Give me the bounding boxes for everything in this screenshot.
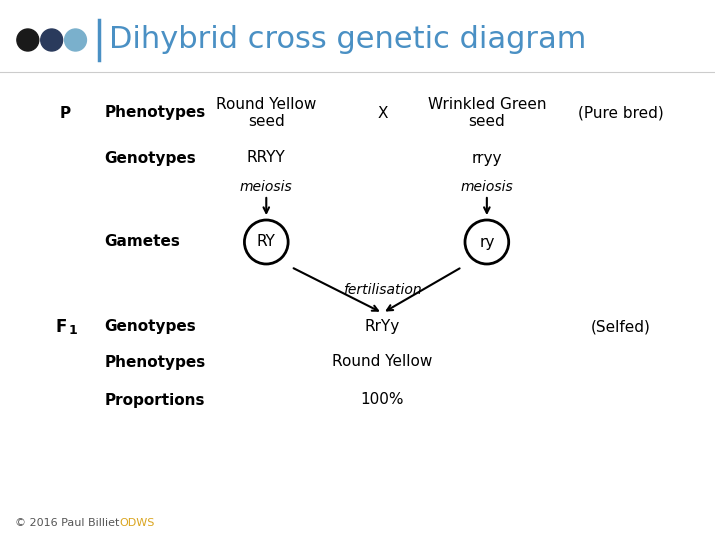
Text: (Selfed): (Selfed) xyxy=(591,320,651,334)
Text: P: P xyxy=(60,105,71,120)
Text: X: X xyxy=(377,105,388,120)
Text: Phenotypes: Phenotypes xyxy=(104,354,206,369)
Text: 1: 1 xyxy=(68,325,77,338)
Text: ry: ry xyxy=(480,234,495,249)
Text: Genotypes: Genotypes xyxy=(104,151,196,165)
Circle shape xyxy=(65,29,86,51)
Text: rryy: rryy xyxy=(472,151,502,165)
Text: Proportions: Proportions xyxy=(104,393,204,408)
Circle shape xyxy=(41,29,63,51)
Text: fertilisation: fertilisation xyxy=(343,283,422,297)
Text: Genotypes: Genotypes xyxy=(104,320,196,334)
Text: RRYY: RRYY xyxy=(247,151,286,165)
Circle shape xyxy=(17,29,39,51)
Text: Wrinkled Green
seed: Wrinkled Green seed xyxy=(428,97,546,129)
Text: RY: RY xyxy=(257,234,276,249)
Text: Round Yellow
seed: Round Yellow seed xyxy=(216,97,317,129)
Text: 100%: 100% xyxy=(361,393,404,408)
Text: meiosis: meiosis xyxy=(461,180,513,194)
Text: RrYy: RrYy xyxy=(365,320,400,334)
Text: ODWS: ODWS xyxy=(120,518,155,528)
Text: Phenotypes: Phenotypes xyxy=(104,105,206,120)
Text: Dihybrid cross genetic diagram: Dihybrid cross genetic diagram xyxy=(109,25,587,55)
Text: F: F xyxy=(55,318,67,336)
Text: (Pure bred): (Pure bred) xyxy=(578,105,664,120)
Text: Round Yellow: Round Yellow xyxy=(333,354,433,369)
Text: Gametes: Gametes xyxy=(104,234,180,249)
Text: © 2016 Paul Billiet: © 2016 Paul Billiet xyxy=(15,518,123,528)
Text: meiosis: meiosis xyxy=(240,180,292,194)
